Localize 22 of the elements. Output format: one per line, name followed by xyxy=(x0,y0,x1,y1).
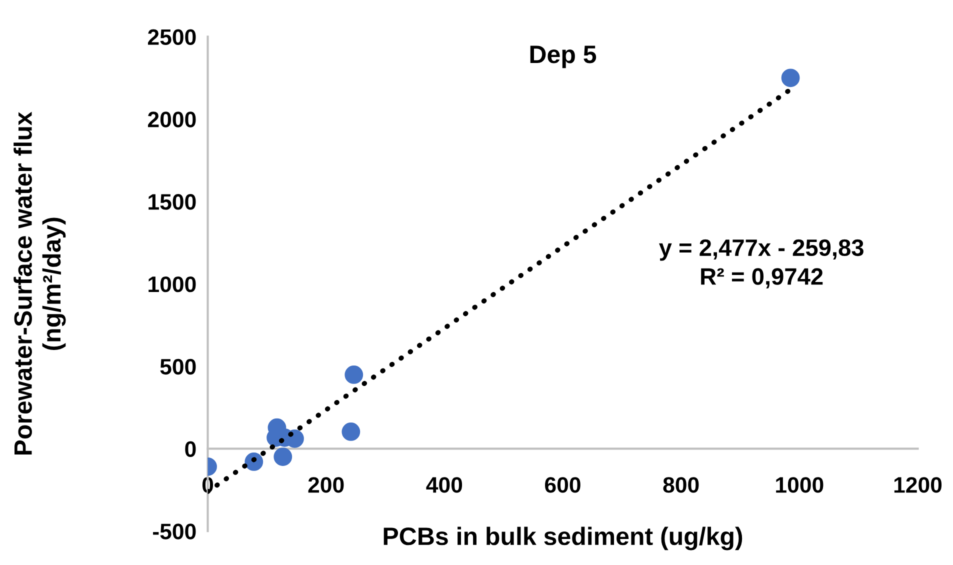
y-tick-label: 500 xyxy=(160,358,196,375)
x-tick-label: 1000 xyxy=(776,477,824,493)
y-tick-label: 2000 xyxy=(148,112,196,128)
point xyxy=(342,422,360,441)
y-tick-label: 1500 xyxy=(148,194,196,210)
y-axis-title: Porewater-Surface water flux (ng/m²/day) xyxy=(14,112,66,455)
point xyxy=(274,448,292,466)
x-tick-label: 800 xyxy=(663,477,699,493)
chart-title: Dep 5 xyxy=(530,46,596,68)
point xyxy=(244,452,264,471)
point xyxy=(781,68,800,88)
y-tick-label: 1000 xyxy=(148,276,196,292)
x-axis-title: PCBs in bulk sediment (ug/kg) xyxy=(384,526,742,550)
x-tick-label: 400 xyxy=(426,477,462,493)
x-tick-label: 600 xyxy=(545,477,580,493)
y-tick-label: 0 xyxy=(185,441,196,457)
annotation: y = 2,477x - 259,83 R² = 0,9742 xyxy=(659,239,864,288)
point xyxy=(344,366,364,384)
y-tick-label: -500 xyxy=(153,524,196,540)
y-tick-label: 2500 xyxy=(148,29,196,45)
x-tick-label: 1200 xyxy=(894,477,942,493)
x-tick-label: 200 xyxy=(308,477,344,493)
